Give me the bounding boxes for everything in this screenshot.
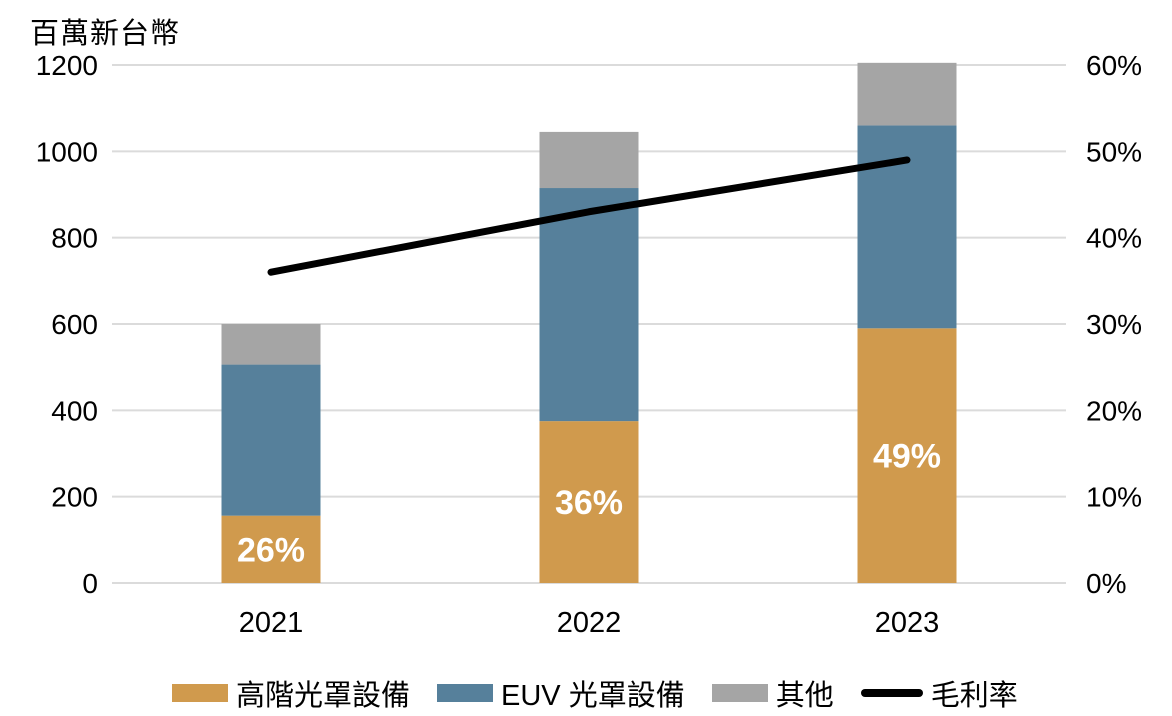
bar-share-label: 26% (237, 531, 305, 569)
legend-item-3: 毛利率 (860, 672, 1018, 714)
legend-label: EUV 光罩設備 (501, 680, 685, 712)
gross-margin-line (267, 156, 911, 276)
bar-segment-2021-s1 (221, 364, 321, 516)
legend-item-0: 高階光罩設備 (172, 672, 410, 714)
y-axis-tick-label-right: 20% (1086, 395, 1142, 426)
bar-segment-2023-s2 (857, 62, 957, 126)
y-axis-tick-label-left: 800 (51, 223, 98, 254)
bar-segment-2022-s2 (539, 131, 639, 189)
x-axis-label: 2021 (239, 607, 304, 639)
bar-segment-2021-s2 (221, 324, 321, 365)
bar-segment-2022-s1 (539, 188, 639, 422)
bar-share-label: 36% (555, 484, 623, 522)
bar-segment-2023-s1 (857, 125, 957, 329)
legend-swatch (711, 684, 768, 702)
y-axis-tick-label-left: 1200 (36, 50, 98, 81)
bar-segment-2021-s0 (221, 515, 321, 583)
legend-item-2: 其他 (711, 672, 834, 714)
legend-item-1: EUV 光罩設備 (437, 672, 685, 714)
legend-label: 高階光罩設備 (236, 680, 411, 712)
y-axis-tick-label-left: 400 (51, 395, 98, 426)
y-axis-tick-label-left: 600 (51, 309, 98, 340)
bar-segment-2022-s0 (539, 421, 639, 583)
axis-unit-title: 百萬新台幣 (30, 18, 181, 50)
legend-swatch (437, 684, 494, 702)
y-axis-tick-label-right: 30% (1086, 309, 1142, 340)
bar-share-label: 49% (873, 438, 941, 476)
y-axis-tick-label-right: 50% (1086, 136, 1142, 167)
y-axis-tick-label-right: 60% (1086, 50, 1142, 81)
y-axis-tick-label-left: 1000 (36, 136, 98, 167)
x-axis-label: 2022 (557, 607, 622, 639)
y-axis-tick-label-left: 200 (51, 482, 98, 513)
y-axis-tick-label-right: 10% (1086, 482, 1142, 513)
y-axis-tick-label-right: 0% (1086, 568, 1126, 599)
legend-label: 毛利率 (930, 680, 1018, 712)
legend-swatch (172, 684, 228, 702)
legend: 高階光罩設備 EUV 光罩設備 其他 毛利率 (172, 672, 1018, 714)
legend-line-swatch (860, 689, 923, 697)
x-axis-label: 2023 (875, 607, 940, 639)
legend-label: 其他 (775, 680, 834, 712)
y-axis-tick-label-left: 0 (82, 568, 98, 599)
y-axis-tick-label-right: 40% (1086, 223, 1142, 254)
bar-segment-2023-s0 (857, 328, 957, 583)
